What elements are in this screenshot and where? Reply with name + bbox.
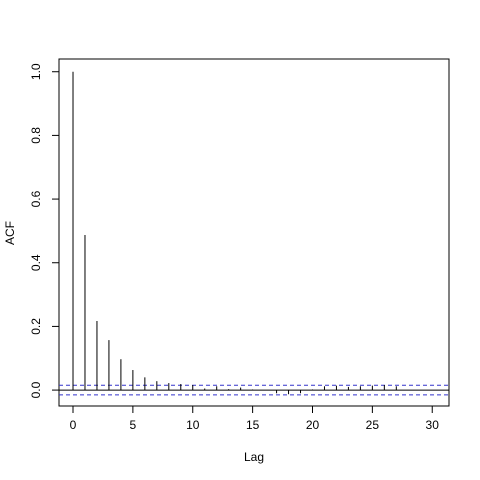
y-tick-label: 0.2	[29, 318, 43, 335]
plot-frame	[58, 58, 450, 407]
y-tick-label: 0.6	[29, 190, 43, 207]
x-tick-label: 30	[426, 418, 440, 432]
x-tick-label: 5	[130, 418, 137, 432]
x-tick-label: 25	[366, 418, 380, 432]
y-tick-label: 0.4	[29, 254, 43, 271]
x-tick-label: 20	[306, 418, 320, 432]
y-tick-label: 0.0	[29, 381, 43, 398]
y-tick-label: 1.0	[29, 63, 43, 80]
x-tick-label: 15	[246, 418, 260, 432]
y-tick-label: 0.8	[29, 127, 43, 144]
x-tick-label: 0	[70, 418, 77, 432]
x-axis-title: Lag	[244, 450, 264, 464]
y-axis-title: ACF	[3, 221, 17, 245]
x-tick-label: 10	[186, 418, 200, 432]
